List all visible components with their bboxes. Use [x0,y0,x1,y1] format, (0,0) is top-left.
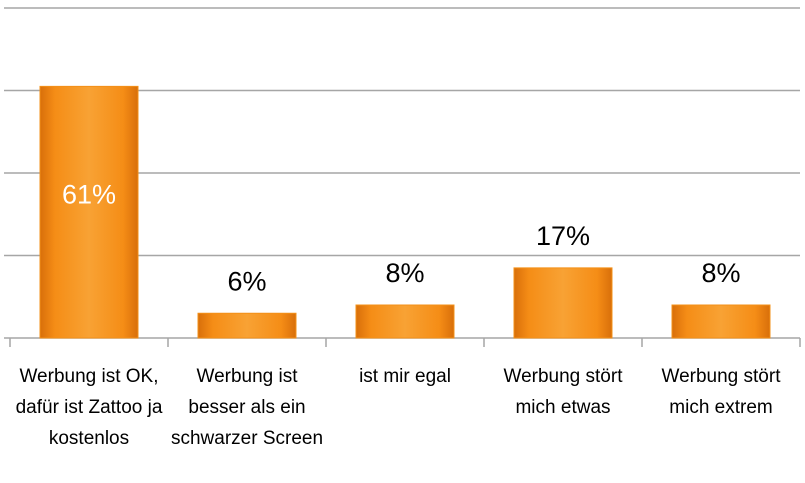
bar [671,304,771,339]
x-tick-label: Werbung ist besser als ein schwarzer Scr… [170,366,324,449]
bar [39,85,139,339]
value-label: 8% [385,258,424,288]
x-tick-label: Werbung stört mich etwas [503,366,623,418]
bar [513,267,613,339]
x-tick-label: Werbung stört mich extrem [661,366,781,418]
value-label: 8% [701,258,740,288]
x-tick-label: ist mir egal [359,366,451,387]
bar [197,312,297,339]
value-label: 61% [62,179,116,209]
x-tick-label: Werbung ist OK, dafür ist Zattoo ja kost… [15,366,163,449]
value-label: 6% [227,266,266,296]
bar [355,304,455,339]
value-label: 17% [536,221,590,251]
